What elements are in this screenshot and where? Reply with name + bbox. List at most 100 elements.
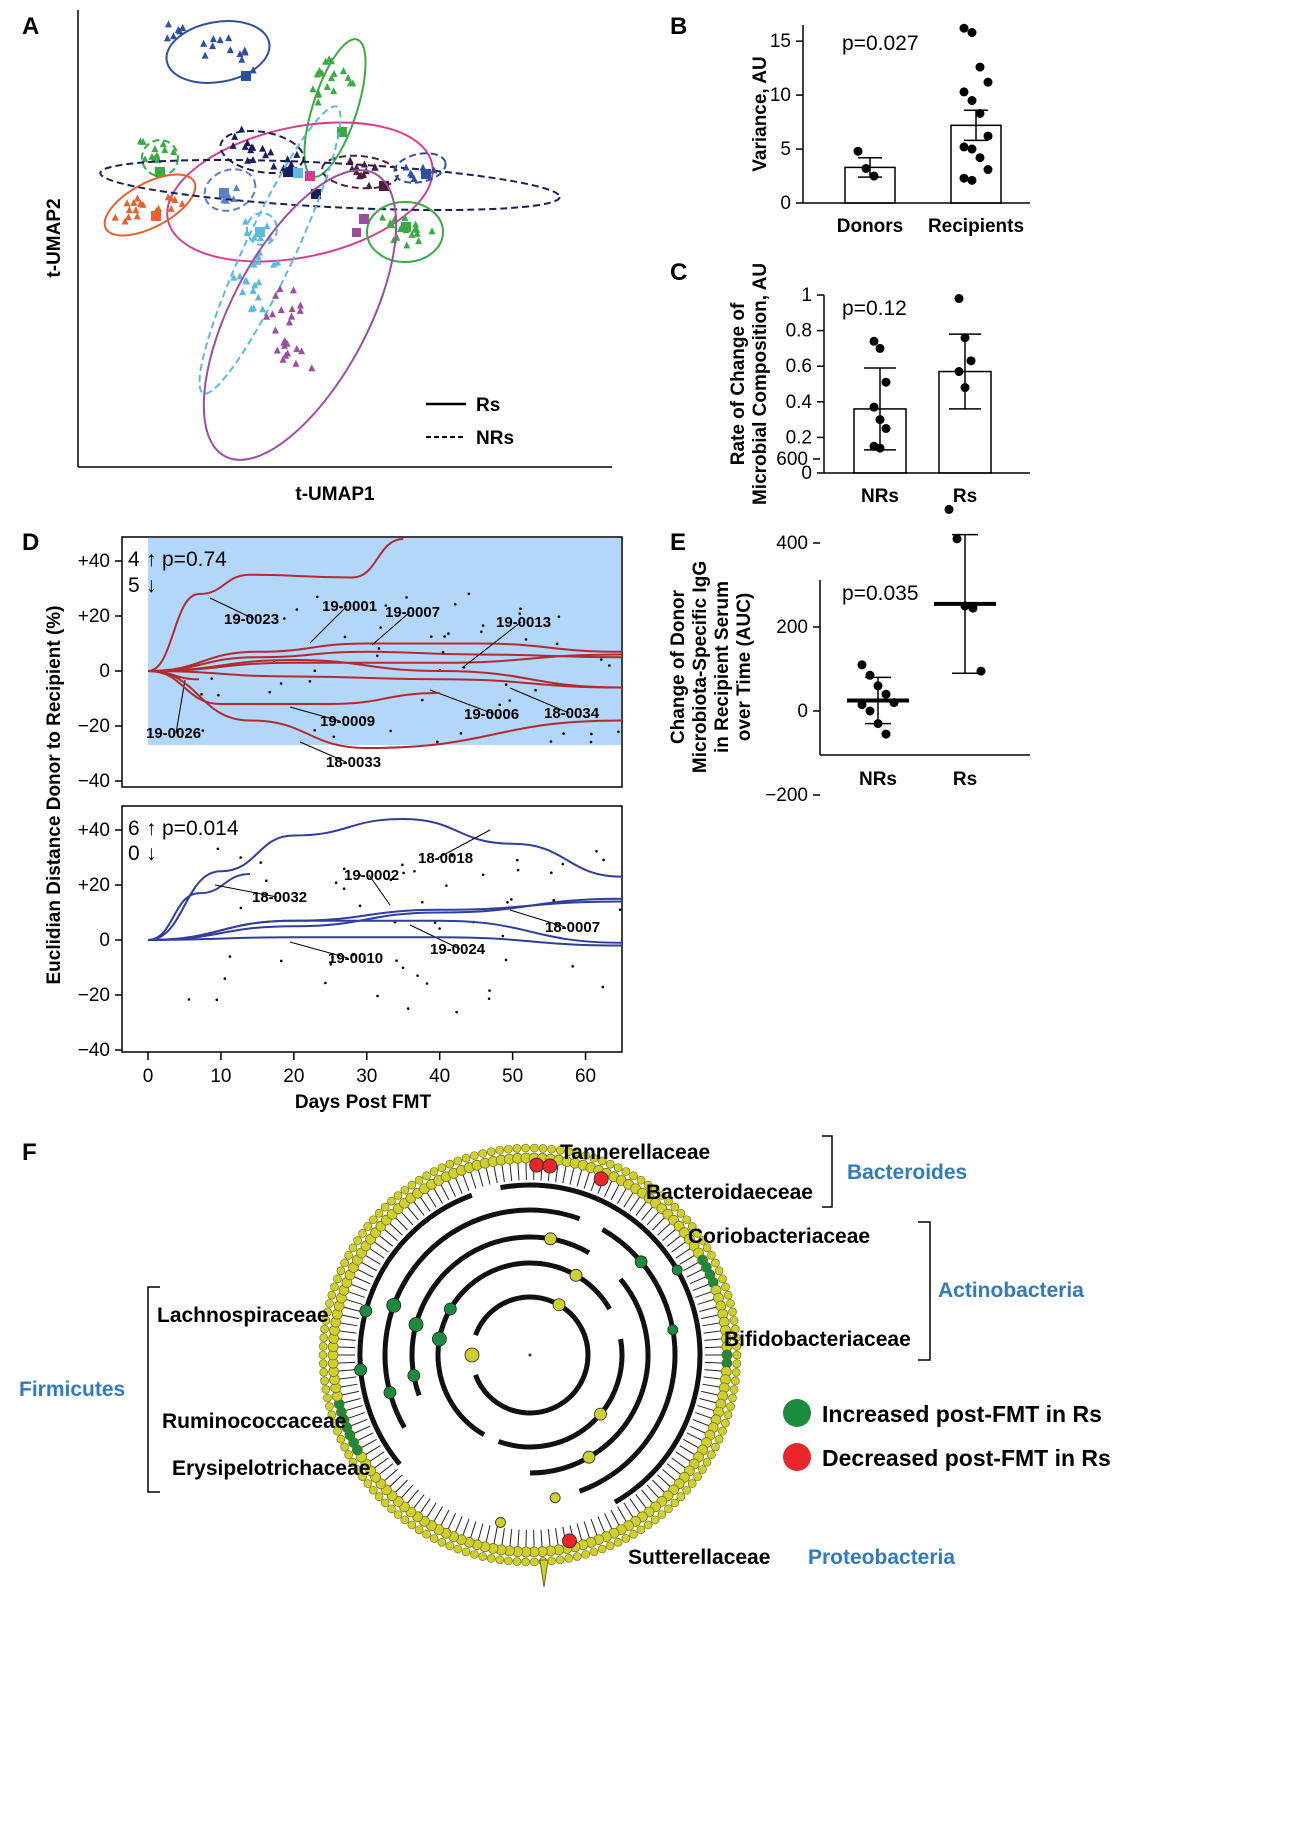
umap-clusters <box>99 20 561 461</box>
series-label-18-0033: 18-0033 <box>326 754 381 771</box>
sample-triangle <box>282 351 290 359</box>
sample-triangle <box>318 69 326 77</box>
series-label-18-0034: 18-0034 <box>544 705 600 722</box>
leaf-node <box>698 1236 707 1245</box>
leaf-node <box>369 1485 378 1495</box>
leaf-node <box>353 1465 362 1474</box>
raw-point <box>445 884 448 887</box>
sample-triangle <box>402 163 410 171</box>
donor-square <box>401 222 411 232</box>
leaf-node <box>723 1290 733 1300</box>
series-label-19-0006: 19-0006 <box>464 706 519 723</box>
leaf-node <box>461 1153 471 1163</box>
data-point <box>967 175 977 185</box>
raw-point <box>351 953 355 957</box>
sample-triangle <box>225 34 233 42</box>
sample-triangle <box>164 20 172 28</box>
sample-triangle <box>408 230 416 238</box>
sample-triangle <box>262 151 270 159</box>
leaf-node <box>521 1143 530 1153</box>
panel-f: F Tannerellaceae Bacteroidaeceae Corioba… <box>19 1135 1111 1588</box>
y-tick-label: 5 <box>780 139 791 160</box>
data-point <box>875 343 885 353</box>
panel-d-top-shade <box>148 538 621 745</box>
raw-point <box>389 878 393 882</box>
leaf-node <box>318 1342 328 1351</box>
leaf-node <box>711 1442 720 1452</box>
leaf-node <box>453 1156 463 1166</box>
leaf-node <box>344 1450 353 1460</box>
sample-triangle <box>340 66 348 74</box>
raw-point <box>259 861 263 864</box>
root-tail <box>539 1559 549 1588</box>
raw-point <box>216 847 220 851</box>
sample-triangle <box>346 79 354 87</box>
series-label-19-0010: 19-0010 <box>328 950 383 967</box>
clade-node <box>569 1268 583 1282</box>
clade-arc <box>435 1260 612 1437</box>
cluster-ellipse <box>393 152 447 184</box>
y-tick-label: 200 <box>776 617 808 638</box>
sample-triangle <box>171 195 179 203</box>
clade-node <box>552 1298 566 1312</box>
sample-triangle <box>274 258 282 266</box>
label-leader <box>289 941 349 959</box>
panel-e-points <box>847 504 996 739</box>
leaf-node <box>564 1147 574 1156</box>
clade-arc <box>500 1182 703 1505</box>
raw-point <box>430 635 433 638</box>
clade-node <box>667 1324 679 1336</box>
raw-point <box>313 728 316 732</box>
raw-point <box>519 607 522 611</box>
donor-square <box>305 171 315 181</box>
panel-e-xtick-rs: Rs <box>953 769 977 790</box>
leaf-node <box>728 1307 737 1317</box>
sample-triangle <box>233 184 241 192</box>
leaf-node <box>643 1180 653 1190</box>
sample-triangle <box>230 273 238 281</box>
leaf-node <box>336 1434 346 1444</box>
leaf-node <box>429 1167 439 1176</box>
decreased-node <box>593 1171 609 1187</box>
legend-rs-label: Rs <box>476 395 500 416</box>
sample-triangle <box>388 221 396 229</box>
clade-arc <box>473 1294 591 1416</box>
donor-square <box>352 228 361 237</box>
sample-triangle <box>247 143 255 151</box>
leaf-node <box>422 1171 431 1181</box>
data-point <box>975 153 985 163</box>
y-tick-label: 400 <box>776 533 808 554</box>
series-line-19-0001 <box>147 642 623 672</box>
raw-point <box>515 858 519 862</box>
y-tick-label: 0 <box>99 930 110 951</box>
leaf-node <box>504 1144 513 1154</box>
sample-triangle <box>410 174 418 182</box>
sample-triangle <box>270 260 278 268</box>
leaf-node <box>387 1196 396 1206</box>
leaf-node <box>572 1149 582 1158</box>
clade-arc <box>382 1207 581 1429</box>
leaf-node <box>363 1479 373 1488</box>
cluster-ellipse <box>99 158 561 212</box>
leaf-node <box>325 1299 334 1308</box>
series-line-19-0024 <box>147 919 623 944</box>
data-point <box>881 424 891 433</box>
sample-triangle <box>314 98 322 106</box>
root-node <box>528 1353 532 1357</box>
phylum-bacteroides: Bacteroides <box>847 1161 967 1184</box>
data-point <box>976 666 986 676</box>
raw-point <box>358 904 362 908</box>
clade-node <box>386 1298 402 1313</box>
leaf-node <box>538 1144 548 1153</box>
leaf-node <box>333 1274 342 1284</box>
leaf-node <box>555 1145 565 1155</box>
series-line-18-0032 <box>147 873 251 941</box>
sample-triangle <box>259 144 267 152</box>
panel-b-bars <box>844 23 1002 204</box>
leaf-node <box>657 1191 667 1200</box>
donor-square <box>241 71 251 81</box>
series-label-19-0026: 19-0026 <box>146 725 201 742</box>
sample-triangle <box>201 51 209 59</box>
leaf-node <box>670 1498 680 1508</box>
raw-point <box>447 632 450 635</box>
